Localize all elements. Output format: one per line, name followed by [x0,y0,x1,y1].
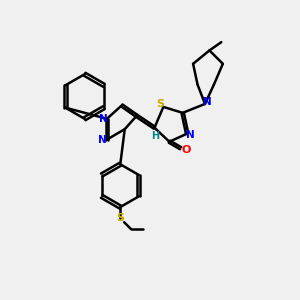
Text: S: S [116,213,124,224]
Text: N: N [99,114,108,124]
Text: N: N [98,136,107,146]
Text: H: H [151,131,159,141]
Text: S: S [156,99,164,109]
Text: O: O [181,145,191,155]
Text: N: N [186,130,195,140]
Text: N: N [203,98,212,107]
